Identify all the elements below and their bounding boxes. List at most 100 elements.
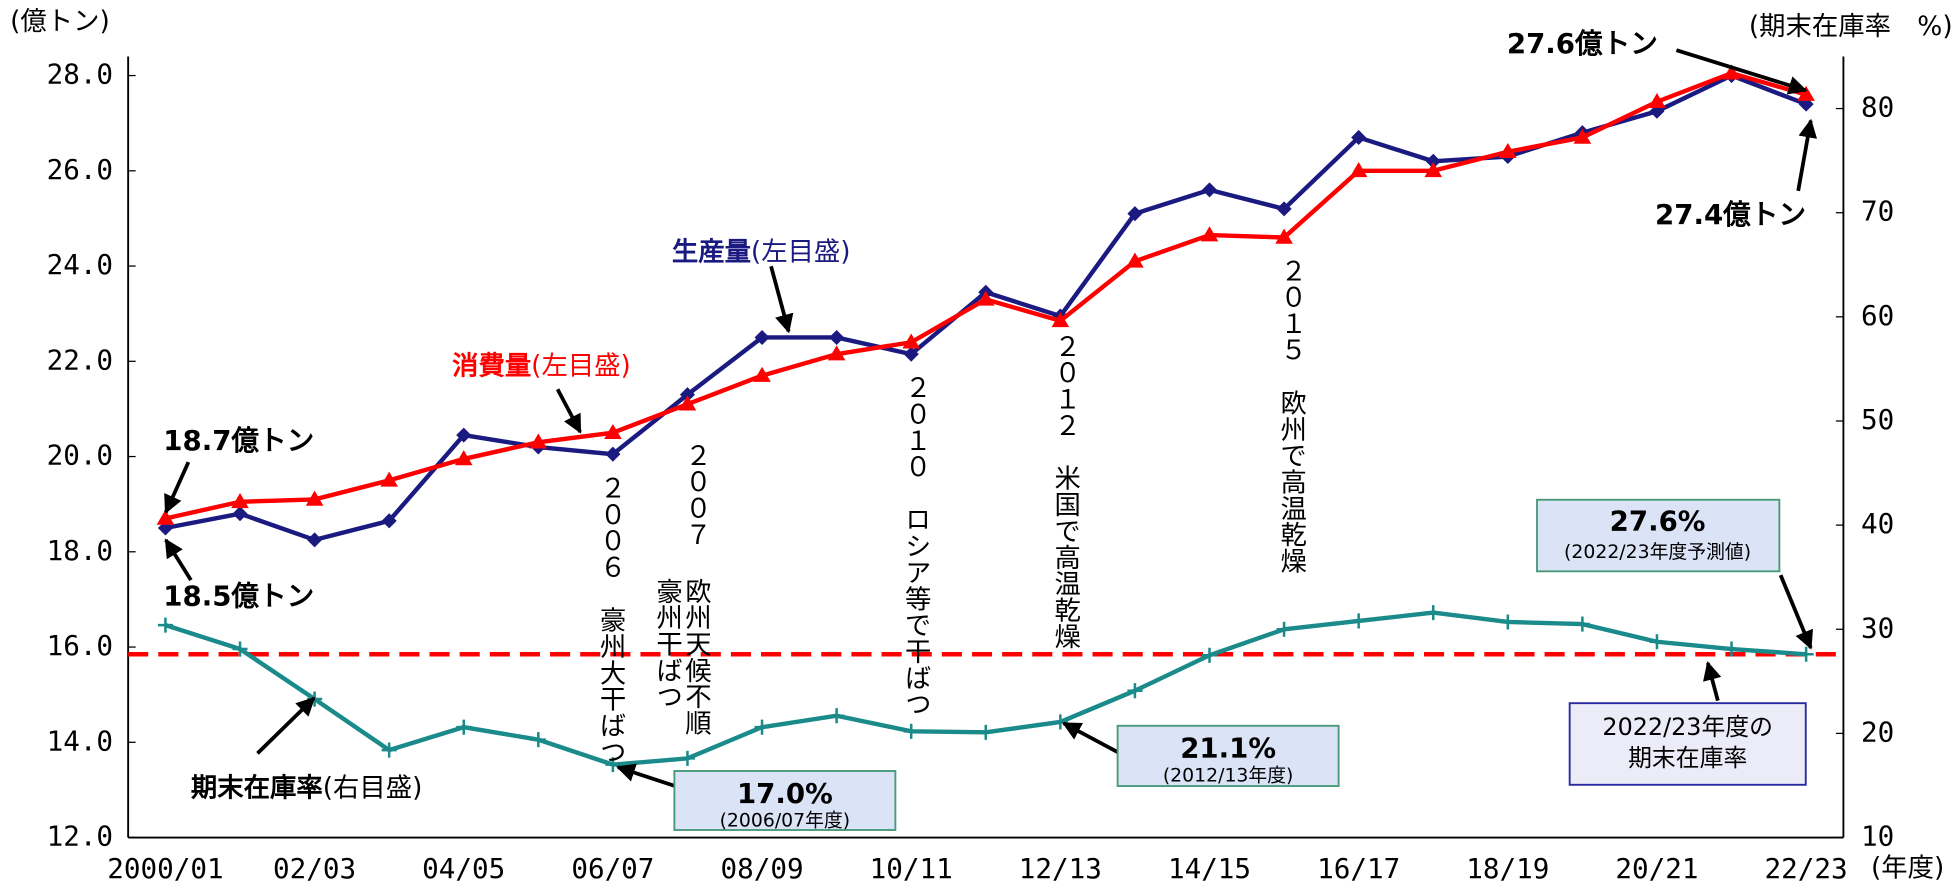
marker [827, 345, 846, 361]
y2-tick-label: 80 [1861, 91, 1894, 124]
marker [530, 732, 546, 748]
marker [976, 290, 995, 306]
marker [1349, 162, 1368, 178]
arrow [1778, 574, 1813, 650]
marker [1127, 683, 1143, 699]
marker [1648, 92, 1666, 109]
y2-tick-label: 70 [1861, 195, 1894, 228]
marker [232, 506, 248, 522]
marker [1573, 128, 1592, 144]
marker [1722, 64, 1741, 80]
box-title: 27.6% [1610, 504, 1706, 537]
x-tick-label: 08/09 [720, 852, 803, 884]
series-name: 消費量 [452, 351, 531, 381]
arrow [769, 265, 794, 334]
event-label: 豪州干ばつ [651, 578, 682, 710]
marker [454, 450, 473, 466]
marker [1351, 613, 1367, 629]
marker [1201, 182, 1218, 198]
event-label: ２０１５ 欧州で高温乾燥 [1275, 257, 1306, 573]
marker [903, 723, 919, 739]
series-name: 期末在庫率 [191, 773, 323, 803]
box-title: 21.1% [1180, 732, 1276, 765]
series-line [165, 73, 1807, 543]
box [1116, 724, 1340, 787]
arrow [256, 696, 316, 755]
x-tick-label: 18/19 [1466, 852, 1549, 884]
axes [127, 56, 1845, 839]
x-tick-label: 16/17 [1317, 852, 1400, 884]
marker [1127, 206, 1143, 222]
marker [456, 427, 472, 443]
marker [529, 433, 548, 449]
marker [1574, 616, 1590, 632]
value-callout: 27.4億トン [1655, 198, 1806, 231]
marker [381, 742, 397, 758]
x-tick-label: 04/05 [422, 852, 505, 884]
x-tick-label: 20/21 [1615, 852, 1698, 884]
marker [307, 532, 323, 548]
x-tick-label: 2000/01 [107, 852, 223, 884]
marker [1126, 252, 1144, 268]
value-callout: 27.6億トン [1507, 27, 1658, 60]
marker [754, 329, 770, 346]
marker [231, 493, 249, 509]
marker [679, 750, 696, 766]
y-axis-label: (億トン) [10, 7, 110, 37]
y2-tick-label: 20 [1861, 715, 1894, 748]
marker [1201, 647, 1218, 663]
x-axis-label: (年度) [1871, 853, 1944, 883]
y2-axis-label: (期末在庫率 %) [1749, 12, 1953, 42]
event-label: ２００６ 豪州大干ばつ [595, 475, 626, 765]
value-callout: 18.5億トン [163, 580, 314, 613]
x-tick-label: 02/03 [273, 852, 356, 884]
marker [156, 509, 175, 525]
event-label: ２００７ [680, 442, 710, 547]
arrow [1796, 118, 1818, 192]
marker [1499, 142, 1517, 159]
marker [380, 471, 398, 487]
arrow [164, 461, 191, 515]
plot: 12.0 14.0 16.0 18.0 20.0 22.0 24.0 26.0 28.0 10 20… [47, 58, 1895, 884]
y2-tick-label: 10 [1861, 820, 1894, 853]
marker [1424, 162, 1443, 178]
box-subtitle: 期末在庫率 [1628, 744, 1747, 772]
marker [1276, 621, 1292, 637]
marker [829, 329, 845, 346]
y-tick-label: 18.0 [47, 534, 114, 567]
marker [753, 366, 771, 382]
arrow [555, 388, 582, 434]
box [673, 770, 897, 831]
box-subtitle: (2022/23年度予測値) [1564, 541, 1751, 563]
x-tick-label: 14/15 [1168, 852, 1251, 884]
y-tick-label: 24.0 [47, 248, 114, 281]
box-subtitle: (2006/07年度) [720, 810, 851, 832]
arrows [164, 48, 1818, 801]
marker [456, 719, 472, 735]
arrow [1061, 721, 1122, 756]
box-subtitle: (2012/13年度) [1163, 765, 1294, 787]
series-note: (右目盛) [323, 773, 423, 803]
arrow [164, 538, 193, 582]
marker [1052, 714, 1068, 730]
box [1568, 702, 1807, 786]
y2-tick-label: 30 [1861, 611, 1894, 644]
y-tick-label: 22.0 [47, 343, 114, 376]
y-tick-label: 16.0 [47, 629, 114, 662]
y-tick-label: 14.0 [47, 724, 114, 757]
series-label: 生産量(左目盛) [672, 237, 851, 267]
marker [1724, 641, 1740, 657]
callout-box: 27.6% (2022/23年度予測値) [1536, 498, 1781, 573]
marker [754, 719, 770, 735]
y2-tick-label: 60 [1861, 299, 1894, 332]
marker [829, 708, 845, 724]
y-tick-label: 28.0 [47, 58, 114, 91]
marker [305, 490, 324, 506]
y-tick-label: 26.0 [47, 153, 114, 186]
marker [978, 724, 994, 740]
y-tick-label: 20.0 [47, 439, 114, 472]
box-title: 2022/23年度の [1602, 713, 1773, 741]
series-note: (左目盛) [751, 237, 851, 267]
callout-box: 2022/23年度の 期末在庫率 [1568, 702, 1807, 786]
